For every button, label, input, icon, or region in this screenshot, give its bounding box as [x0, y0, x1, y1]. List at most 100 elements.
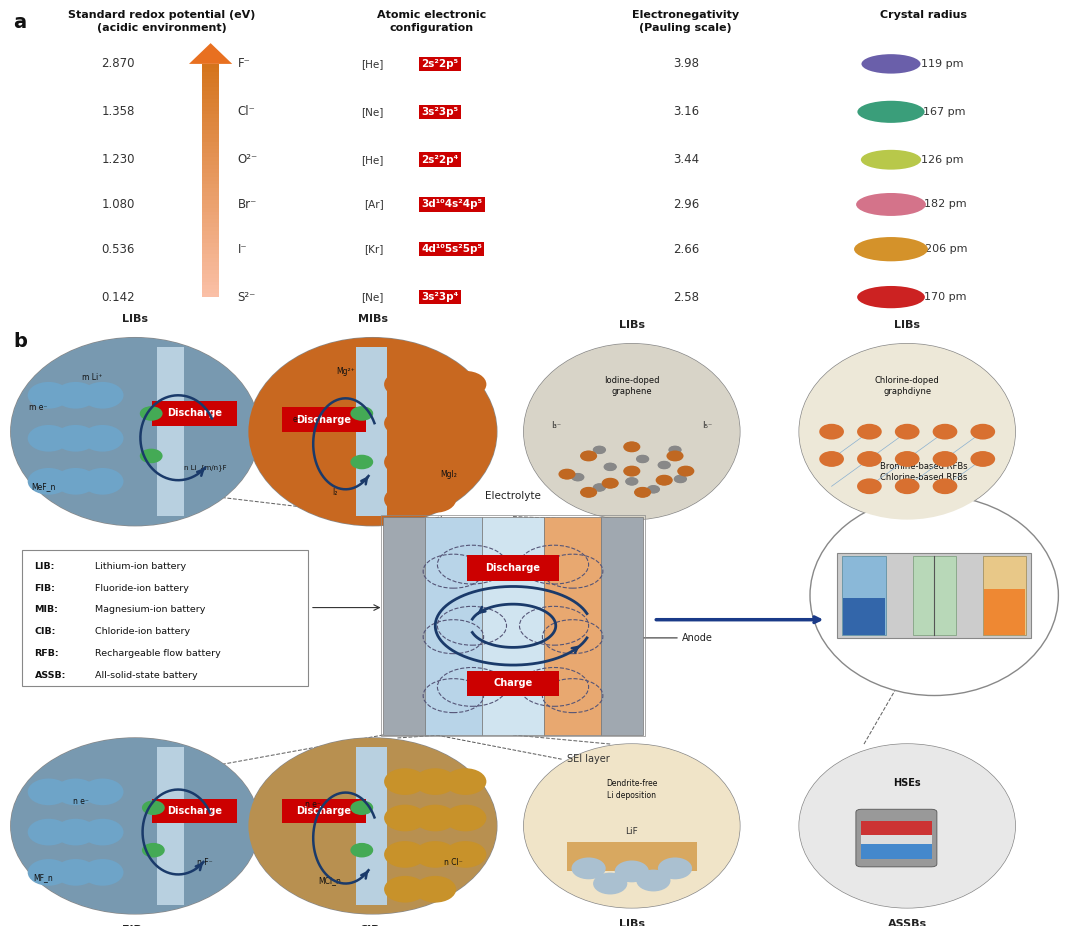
- Ellipse shape: [147, 411, 156, 416]
- Ellipse shape: [626, 478, 637, 485]
- Ellipse shape: [624, 467, 639, 476]
- FancyBboxPatch shape: [468, 670, 559, 696]
- Ellipse shape: [639, 457, 646, 461]
- Ellipse shape: [861, 454, 878, 465]
- Ellipse shape: [626, 444, 637, 450]
- Ellipse shape: [83, 382, 122, 407]
- Ellipse shape: [585, 454, 592, 458]
- Ellipse shape: [858, 479, 881, 494]
- Ellipse shape: [420, 375, 450, 394]
- Ellipse shape: [672, 866, 678, 870]
- Ellipse shape: [75, 791, 77, 793]
- Ellipse shape: [464, 461, 467, 463]
- Ellipse shape: [455, 378, 476, 391]
- Ellipse shape: [605, 881, 616, 887]
- Ellipse shape: [677, 477, 684, 481]
- Ellipse shape: [415, 841, 456, 868]
- Ellipse shape: [464, 781, 467, 782]
- Text: HSEs: HSEs: [893, 779, 921, 788]
- Ellipse shape: [658, 476, 671, 484]
- Ellipse shape: [148, 454, 154, 458]
- Ellipse shape: [36, 387, 62, 404]
- Ellipse shape: [885, 109, 897, 114]
- Ellipse shape: [670, 446, 680, 454]
- Text: [Ne]: [Ne]: [361, 292, 383, 302]
- Ellipse shape: [428, 884, 443, 894]
- Ellipse shape: [59, 782, 92, 802]
- Text: 2.58: 2.58: [673, 291, 699, 304]
- Ellipse shape: [432, 382, 438, 386]
- Ellipse shape: [864, 240, 918, 258]
- Ellipse shape: [353, 802, 370, 813]
- Ellipse shape: [86, 821, 119, 843]
- Ellipse shape: [605, 480, 616, 487]
- Text: 1.230: 1.230: [102, 153, 135, 167]
- Ellipse shape: [873, 198, 909, 210]
- Ellipse shape: [396, 812, 414, 824]
- Text: Dendrite-free
Li deposition: Dendrite-free Li deposition: [606, 780, 658, 799]
- Ellipse shape: [869, 56, 913, 71]
- Ellipse shape: [889, 63, 893, 65]
- Ellipse shape: [573, 475, 582, 480]
- Ellipse shape: [878, 107, 904, 117]
- Ellipse shape: [867, 457, 872, 460]
- Ellipse shape: [389, 879, 421, 900]
- Ellipse shape: [661, 463, 667, 467]
- Ellipse shape: [48, 791, 50, 793]
- Ellipse shape: [429, 778, 442, 785]
- Ellipse shape: [446, 450, 485, 474]
- Ellipse shape: [933, 424, 957, 439]
- Ellipse shape: [30, 469, 67, 493]
- Ellipse shape: [447, 373, 484, 395]
- Ellipse shape: [626, 444, 637, 450]
- Ellipse shape: [936, 454, 954, 465]
- Ellipse shape: [384, 486, 426, 513]
- Text: a: a: [13, 13, 26, 31]
- Ellipse shape: [667, 451, 683, 460]
- Ellipse shape: [684, 469, 688, 472]
- Ellipse shape: [396, 883, 414, 895]
- Ellipse shape: [144, 802, 163, 814]
- Ellipse shape: [799, 344, 1015, 519]
- Ellipse shape: [673, 449, 677, 451]
- Ellipse shape: [636, 455, 649, 463]
- Ellipse shape: [402, 887, 408, 891]
- Ellipse shape: [152, 850, 154, 851]
- Ellipse shape: [594, 484, 605, 491]
- Ellipse shape: [95, 477, 110, 486]
- Ellipse shape: [419, 879, 451, 900]
- Ellipse shape: [457, 776, 474, 787]
- Ellipse shape: [933, 479, 957, 494]
- Ellipse shape: [823, 426, 840, 437]
- Ellipse shape: [873, 291, 909, 303]
- Ellipse shape: [454, 455, 477, 469]
- Ellipse shape: [37, 431, 60, 446]
- Ellipse shape: [606, 464, 615, 469]
- Ellipse shape: [144, 451, 159, 460]
- Ellipse shape: [75, 394, 77, 396]
- Ellipse shape: [934, 452, 956, 466]
- Ellipse shape: [454, 416, 477, 431]
- Ellipse shape: [623, 866, 640, 877]
- Ellipse shape: [416, 450, 455, 474]
- Ellipse shape: [28, 382, 69, 408]
- Ellipse shape: [28, 779, 69, 806]
- Ellipse shape: [86, 862, 119, 882]
- Ellipse shape: [629, 870, 635, 874]
- Ellipse shape: [882, 294, 900, 300]
- Ellipse shape: [457, 418, 474, 429]
- Ellipse shape: [650, 878, 657, 882]
- Ellipse shape: [40, 786, 57, 797]
- Ellipse shape: [65, 825, 86, 839]
- Ellipse shape: [402, 816, 408, 820]
- Ellipse shape: [396, 776, 414, 787]
- Ellipse shape: [415, 805, 456, 832]
- Ellipse shape: [904, 430, 910, 434]
- Ellipse shape: [98, 830, 107, 835]
- Ellipse shape: [648, 485, 659, 493]
- Ellipse shape: [423, 455, 447, 469]
- Ellipse shape: [675, 476, 686, 482]
- Ellipse shape: [565, 472, 569, 476]
- Ellipse shape: [600, 877, 620, 890]
- Ellipse shape: [671, 447, 679, 453]
